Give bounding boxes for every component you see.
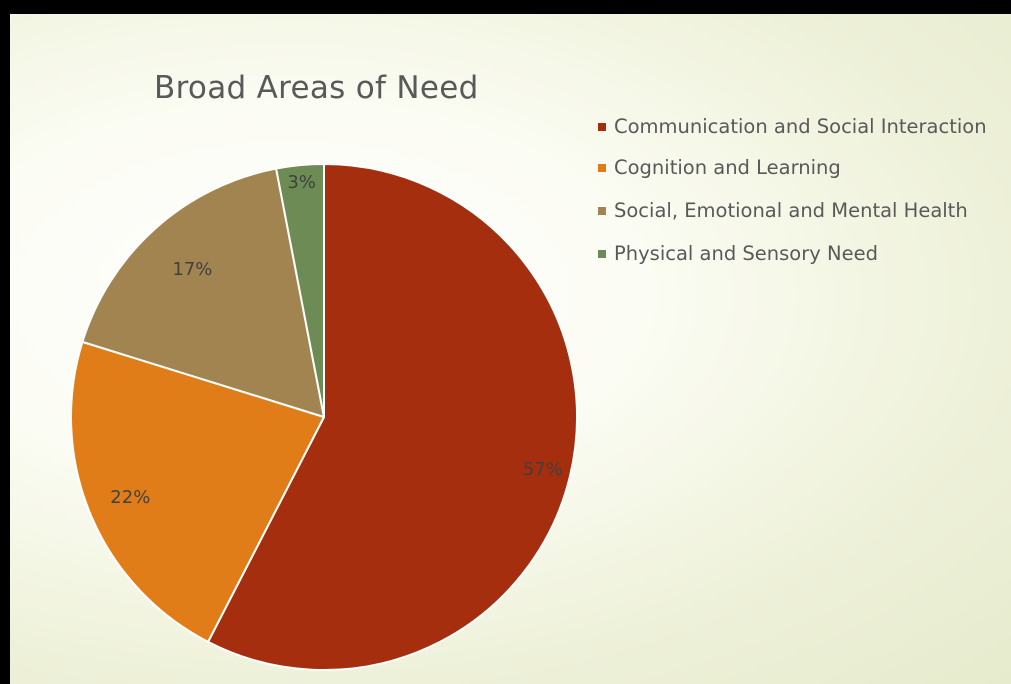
legend-label: Physical and Sensory Need xyxy=(614,242,878,265)
legend-swatch xyxy=(598,123,606,131)
pie-slice-3 xyxy=(275,163,325,418)
chart-legend: Communication and Social Interaction Cog… xyxy=(598,114,998,284)
legend-swatch xyxy=(598,207,606,215)
pie-data-label-0: 57% xyxy=(523,459,563,480)
chart-frame: Broad Areas of Need 57% 22% 17% 3% Communic… xyxy=(10,14,1011,684)
legend-item-cognition-learning: Cognition and Learning xyxy=(598,155,998,181)
pie-data-label-3: 3% xyxy=(287,172,316,193)
pie-labels: 57% 22% 17% 3% xyxy=(110,172,563,508)
legend-item-social-emotional-mental-health: Social, Emotional and Mental Health xyxy=(598,198,998,224)
pie-slice-2 xyxy=(81,167,325,418)
legend-label: Cognition and Learning xyxy=(614,156,841,179)
pie-slice-1 xyxy=(70,340,325,643)
legend-label: Communication and Social Interaction xyxy=(614,115,987,138)
pie-data-label-2: 17% xyxy=(172,259,212,280)
pie-slice-0 xyxy=(207,163,578,671)
pie-data-label-1: 22% xyxy=(110,487,150,508)
legend-label: Social, Emotional and Mental Health xyxy=(614,199,968,222)
legend-swatch xyxy=(598,164,606,172)
legend-item-physical-sensory-need: Physical and Sensory Need xyxy=(598,241,998,267)
chart-title: Broad Areas of Need xyxy=(154,70,479,106)
pie-slices xyxy=(70,163,578,671)
legend-item-communication-social-interaction: Communication and Social Interaction xyxy=(598,114,998,140)
pie-chart: 57% 22% 17% 3% xyxy=(70,163,578,671)
legend-swatch xyxy=(598,250,606,258)
